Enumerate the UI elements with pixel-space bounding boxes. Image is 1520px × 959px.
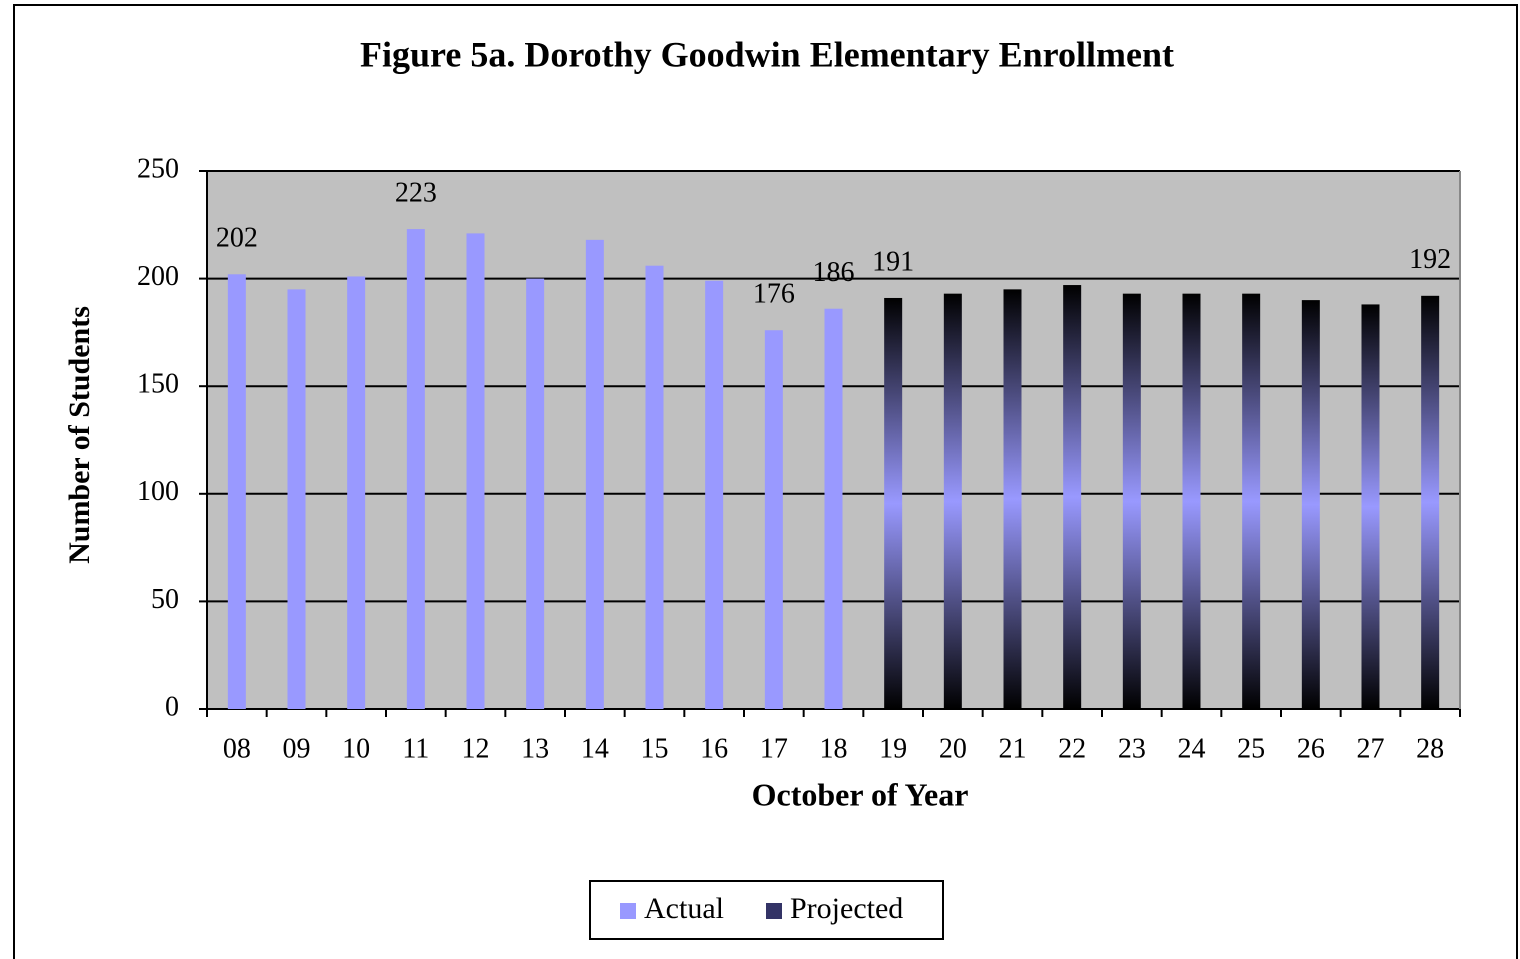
y-axis-label: Number of Students [63,306,96,564]
x-tick-label: 17 [760,733,788,764]
bar [1421,295,1440,709]
bar [347,276,366,709]
bar [645,265,664,709]
bar [764,330,783,709]
x-axis-label: October of Year [752,776,969,812]
legend-label: Projected [790,892,903,925]
x-tick-label: 22 [1058,733,1086,764]
bar [287,289,306,709]
y-tick-label: 100 [137,476,179,507]
x-tick-label: 08 [223,733,251,764]
data-label: 192 [1409,244,1451,275]
x-tick-label: 10 [342,733,370,764]
bar [1301,300,1320,709]
bar [585,239,604,709]
x-tick-label: 20 [939,733,967,764]
x-tick-label: 13 [521,733,549,764]
x-tick-label: 14 [581,733,609,764]
x-tick-label: 27 [1357,733,1385,764]
x-tick-label: 11 [402,733,429,764]
x-tick-label: 23 [1118,733,1146,764]
y-tick-label: 250 [137,153,179,184]
x-tick-label: 19 [879,733,907,764]
legend-swatch [620,903,636,919]
bar [1003,289,1022,709]
bar [1242,293,1261,709]
y-tick-label: 150 [137,369,179,400]
data-label: 223 [395,178,437,209]
x-tick-label: 16 [700,733,728,764]
bar [526,278,545,709]
y-tick-label: 0 [165,691,179,722]
x-tick-label: 26 [1297,733,1325,764]
x-tick-label: 12 [462,733,490,764]
y-tick-label: 50 [151,584,179,615]
data-label: 202 [216,223,258,254]
bar [824,308,843,709]
bar [943,293,962,709]
chart-title: Figure 5a. Dorothy Goodwin Elementary En… [360,34,1174,74]
x-tick-label: 09 [283,733,311,764]
data-label: 191 [872,246,914,277]
bar [1122,293,1141,709]
y-tick-label: 200 [137,261,179,292]
legend-label: Actual [644,892,724,925]
x-tick-label: 18 [820,733,848,764]
x-tick-label: 21 [999,733,1027,764]
data-label: 186 [813,257,855,288]
x-tick-label: 28 [1416,733,1444,764]
bar [406,229,425,709]
bar [227,274,246,709]
bar [1182,293,1201,709]
bar [1361,304,1380,709]
data-label: 176 [753,279,795,310]
bar [466,233,485,709]
bar [1063,285,1082,709]
legend-swatch [766,903,782,919]
x-tick-label: 24 [1178,733,1206,764]
x-tick-label: 15 [641,733,669,764]
bar [705,280,724,709]
x-tick-label: 25 [1237,733,1265,764]
bar [884,297,903,709]
